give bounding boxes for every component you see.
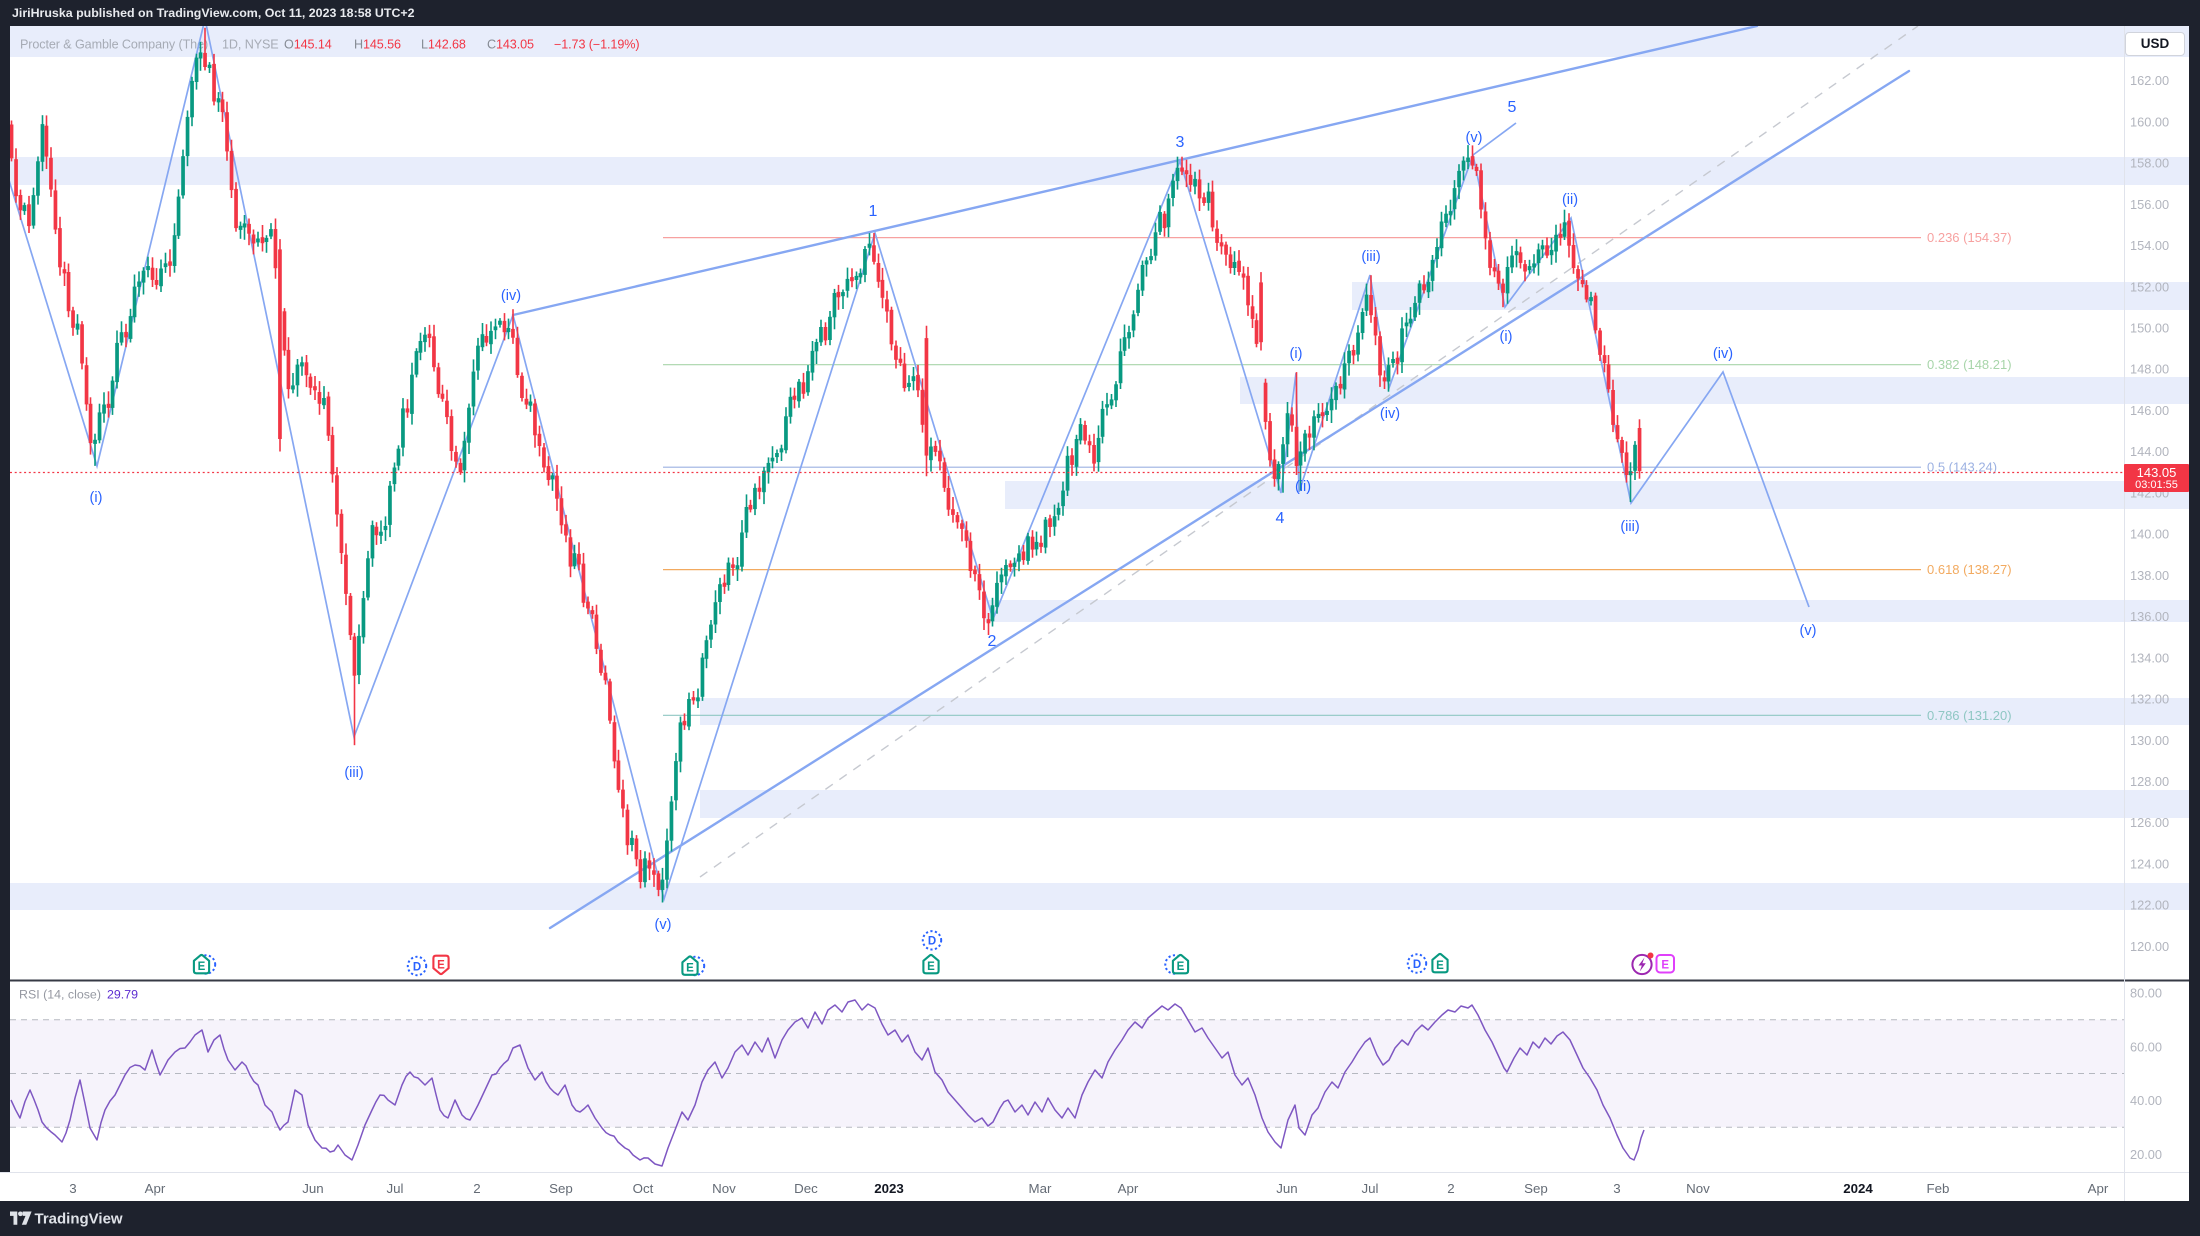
svg-text:E: E [1436, 960, 1444, 972]
svg-text:Jul: Jul [387, 1181, 404, 1196]
svg-text:3: 3 [1176, 134, 1185, 151]
svg-text:154.00: 154.00 [2130, 238, 2169, 253]
svg-text:20.00: 20.00 [2130, 1147, 2162, 1162]
svg-text:120.00: 120.00 [2130, 939, 2169, 954]
svg-text:1: 1 [869, 203, 878, 220]
svg-text:0.236 (154.37): 0.236 (154.37) [1927, 230, 2012, 245]
svg-text:E: E [198, 961, 206, 973]
svg-text:0.786 (131.20): 0.786 (131.20) [1927, 708, 2012, 723]
svg-text:4: 4 [1276, 510, 1285, 527]
svg-text:(i): (i) [90, 490, 103, 506]
svg-text:E: E [686, 963, 694, 975]
svg-text:Jul: Jul [1362, 1181, 1379, 1196]
svg-text:(v): (v) [655, 917, 672, 933]
svg-text:132.00: 132.00 [2130, 692, 2169, 707]
svg-text:RSI (14, close)29.79: RSI (14, close) 29.79 [19, 988, 138, 1002]
svg-text:E: E [1177, 961, 1185, 973]
svg-text:(iv): (iv) [1713, 346, 1733, 362]
svg-text:Procter & Gamble Company (The): Procter & Gamble Company (The) 1D, NYSE O1… [20, 38, 639, 52]
svg-text:60.00: 60.00 [2130, 1040, 2162, 1055]
svg-text:(v): (v) [1466, 130, 1483, 146]
svg-text:158.00: 158.00 [2130, 156, 2169, 171]
svg-text:138.00: 138.00 [2130, 568, 2169, 583]
svg-text:(iii): (iii) [1361, 249, 1380, 265]
svg-text:124.00: 124.00 [2130, 856, 2169, 871]
svg-text:144.00: 144.00 [2130, 444, 2169, 459]
svg-text:Dec: Dec [794, 1181, 818, 1196]
svg-text:(iv): (iv) [501, 288, 521, 304]
svg-text:40.00: 40.00 [2130, 1093, 2162, 1108]
svg-text:Apr: Apr [2088, 1181, 2109, 1196]
svg-text:Nov: Nov [712, 1181, 736, 1196]
svg-text:3: 3 [69, 1181, 76, 1196]
svg-text:5: 5 [1508, 99, 1517, 116]
svg-text:(i): (i) [1500, 329, 1513, 345]
svg-text:130.00: 130.00 [2130, 733, 2169, 748]
svg-text:134.00: 134.00 [2130, 650, 2169, 665]
svg-text:2024: 2024 [1843, 1181, 1873, 1196]
svg-text:162.00: 162.00 [2130, 73, 2169, 88]
svg-text:TradingView: TradingView [35, 1211, 123, 1228]
svg-text:146.00: 146.00 [2130, 403, 2169, 418]
svg-text:128.00: 128.00 [2130, 774, 2169, 789]
svg-text:2023: 2023 [874, 1181, 904, 1196]
svg-text:80.00: 80.00 [2130, 986, 2162, 1001]
svg-text:Nov: Nov [1686, 1181, 1710, 1196]
svg-text:D: D [413, 961, 421, 973]
svg-text:Oct: Oct [633, 1181, 654, 1196]
svg-text:152.00: 152.00 [2130, 279, 2169, 294]
svg-text:(v): (v) [1800, 623, 1817, 639]
svg-text:126.00: 126.00 [2130, 815, 2169, 830]
svg-text:Jun: Jun [302, 1181, 323, 1196]
svg-text:Sep: Sep [1524, 1181, 1548, 1196]
svg-text:Mar: Mar [1029, 1181, 1052, 1196]
svg-text:122.00: 122.00 [2130, 898, 2169, 913]
svg-text:2: 2 [988, 633, 997, 650]
svg-text:E: E [927, 961, 935, 973]
svg-text:0.382 (148.21): 0.382 (148.21) [1927, 357, 2012, 372]
svg-text:Feb: Feb [1927, 1181, 1950, 1196]
svg-text:Sep: Sep [549, 1181, 573, 1196]
svg-text:150.00: 150.00 [2130, 321, 2169, 336]
svg-text:0.618 (138.27): 0.618 (138.27) [1927, 562, 2012, 577]
svg-text:156.00: 156.00 [2130, 197, 2169, 212]
svg-text:Jun: Jun [1276, 1181, 1297, 1196]
svg-text:(i): (i) [1290, 346, 1303, 362]
svg-text:D: D [1413, 959, 1421, 971]
svg-text:140.00: 140.00 [2130, 527, 2169, 542]
svg-text:D: D [928, 936, 936, 948]
svg-text:(ii): (ii) [1295, 479, 1311, 495]
svg-text:E: E [437, 960, 445, 972]
svg-text:0.5 (143.24): 0.5 (143.24) [1927, 460, 1997, 475]
svg-text:3: 3 [1613, 1181, 1620, 1196]
svg-text:(iii): (iii) [344, 765, 363, 781]
svg-text:Apr: Apr [1118, 1181, 1139, 1196]
svg-text:(ii): (ii) [1562, 192, 1578, 208]
svg-text:(iii): (iii) [1620, 519, 1639, 535]
svg-text:136.00: 136.00 [2130, 609, 2169, 624]
svg-text:2: 2 [1447, 1181, 1454, 1196]
svg-text:(iv): (iv) [1380, 406, 1400, 422]
svg-text:148.00: 148.00 [2130, 362, 2169, 377]
svg-text:Apr: Apr [145, 1181, 166, 1196]
svg-text:160.00: 160.00 [2130, 114, 2169, 129]
svg-text:2: 2 [473, 1181, 480, 1196]
svg-text:E: E [1661, 959, 1669, 971]
